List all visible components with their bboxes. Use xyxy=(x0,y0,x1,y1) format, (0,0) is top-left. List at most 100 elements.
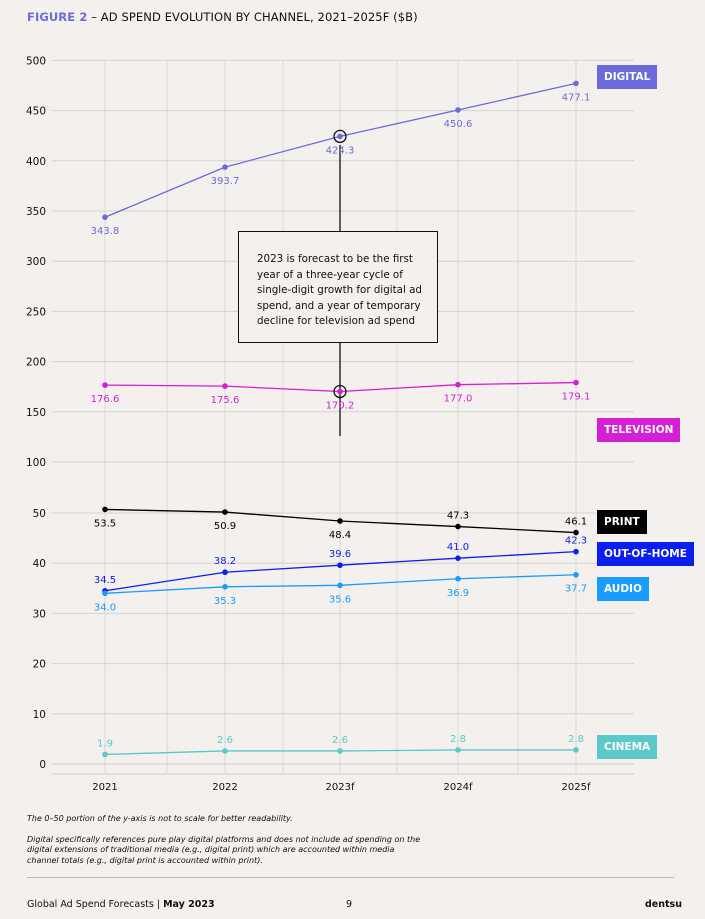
data-label: 48.4 xyxy=(329,530,351,541)
data-point xyxy=(573,80,579,87)
data-label: 38.2 xyxy=(214,556,236,567)
data-point xyxy=(102,751,108,758)
y-tick-label: 300 xyxy=(26,256,46,268)
y-tick-label: 20 xyxy=(33,659,46,671)
data-label: 176.6 xyxy=(91,394,120,405)
data-point xyxy=(573,571,579,578)
y-tick-label: 50 xyxy=(33,508,46,520)
data-point xyxy=(222,569,228,576)
data-point xyxy=(455,381,461,388)
y-tick-label: 400 xyxy=(26,156,46,168)
footnotes: The 0–50 portion of the y-axis is not to… xyxy=(27,814,427,876)
data-point xyxy=(222,748,228,754)
data-label: 41.0 xyxy=(447,542,469,553)
data-label: 170.2 xyxy=(326,401,355,412)
figure-title: FIGURE 2 – AD SPEND EVOLUTION BY CHANNEL… xyxy=(27,10,418,24)
data-point xyxy=(222,509,228,515)
data-point xyxy=(337,518,343,524)
data-label: 53.5 xyxy=(94,518,116,529)
data-label: 34.0 xyxy=(94,602,116,613)
legend-label-cinema: CINEMA xyxy=(597,735,658,759)
y-tick-label: 150 xyxy=(26,407,46,419)
data-point xyxy=(102,506,108,513)
y-tick-label: 200 xyxy=(26,357,46,369)
footer-publication: Global Ad Spend Forecasts | May 2023 xyxy=(27,899,215,910)
data-point xyxy=(102,214,108,221)
footnote-digital: Digital specifically references pure pla… xyxy=(27,834,421,865)
data-label: 46.1 xyxy=(565,517,587,528)
data-label: 450.6 xyxy=(444,119,473,130)
publication-name: Global Ad Spend Forecasts | xyxy=(27,899,164,910)
data-label: 47.3 xyxy=(447,511,469,522)
data-label: 2.6 xyxy=(217,735,233,746)
data-point xyxy=(222,583,228,590)
data-label: 35.6 xyxy=(329,594,351,605)
data-point xyxy=(102,382,108,388)
brand-logo: dentsu xyxy=(645,899,682,910)
highlight-circle-television-2023 xyxy=(333,384,347,399)
data-label: 36.9 xyxy=(447,588,469,599)
y-tick-label: 250 xyxy=(26,306,46,318)
data-label: 179.1 xyxy=(562,392,591,403)
data-label: 343.8 xyxy=(91,226,120,237)
data-point xyxy=(337,388,343,395)
y-tick-label: 500 xyxy=(26,55,46,67)
data-label: 37.7 xyxy=(565,584,587,595)
data-label: 2.6 xyxy=(332,735,348,746)
data-label: 424.3 xyxy=(326,145,355,156)
y-tick-label: 100 xyxy=(26,457,46,469)
legend-label-digital: DIGITAL xyxy=(597,65,658,89)
data-point xyxy=(337,748,343,754)
data-point xyxy=(455,555,461,561)
data-point xyxy=(455,747,461,753)
data-point xyxy=(573,747,579,753)
legend-label-television: TELEVISION xyxy=(597,418,681,442)
data-point xyxy=(455,523,461,530)
data-label: 477.1 xyxy=(562,92,591,103)
data-label: 35.3 xyxy=(214,596,236,607)
footnote-axis: The 0–50 portion of the y-axis is not to… xyxy=(27,814,293,823)
y-tick-label: 10 xyxy=(33,709,46,721)
data-label: 177.0 xyxy=(444,394,473,405)
legend-label-out-of-home: OUT-OF-HOME xyxy=(597,542,694,566)
publication-date: May 2023 xyxy=(163,899,215,910)
data-label: 393.7 xyxy=(211,176,240,187)
data-point xyxy=(222,164,228,170)
x-tick-label: 2021 xyxy=(92,782,117,793)
x-tick-label: 2024f xyxy=(444,782,473,793)
y-tick-label: 30 xyxy=(33,608,46,620)
figure-title-text: – AD SPEND EVOLUTION BY CHANNEL, 2021–20… xyxy=(87,10,418,24)
data-label: 34.5 xyxy=(94,575,116,586)
data-label: 175.6 xyxy=(211,395,240,406)
data-point xyxy=(573,529,579,536)
x-tick-label: 2022 xyxy=(212,782,237,793)
page-number: 9 xyxy=(346,899,353,910)
y-tick-label: 0 xyxy=(39,759,46,771)
data-point xyxy=(337,133,343,140)
data-point xyxy=(455,107,461,113)
data-label: 39.6 xyxy=(329,549,351,560)
data-label: 50.9 xyxy=(214,521,236,532)
data-label: 2.8 xyxy=(450,734,466,745)
data-point xyxy=(337,562,343,569)
footer-divider xyxy=(27,877,674,878)
legend-label-audio: AUDIO xyxy=(597,577,649,601)
data-point xyxy=(573,548,579,555)
data-point xyxy=(337,582,343,589)
data-point xyxy=(573,379,579,386)
x-tick-label: 2023f xyxy=(326,782,355,793)
annotation-box: 2023 is forecast to be the first year of… xyxy=(238,231,438,343)
y-tick-label: 450 xyxy=(26,106,46,118)
data-point xyxy=(222,383,228,389)
data-label: 42.3 xyxy=(565,536,587,547)
y-tick-label: 40 xyxy=(33,558,46,570)
data-point xyxy=(455,575,461,582)
legend-label-print: PRINT xyxy=(597,510,647,534)
figure-label: FIGURE 2 xyxy=(27,10,88,24)
data-label: 1.9 xyxy=(97,738,113,749)
y-tick-label: 350 xyxy=(26,206,46,218)
highlight-circle-digital-2023 xyxy=(333,129,347,144)
data-label: 2.8 xyxy=(568,734,584,745)
x-tick-label: 2025f xyxy=(562,782,591,793)
